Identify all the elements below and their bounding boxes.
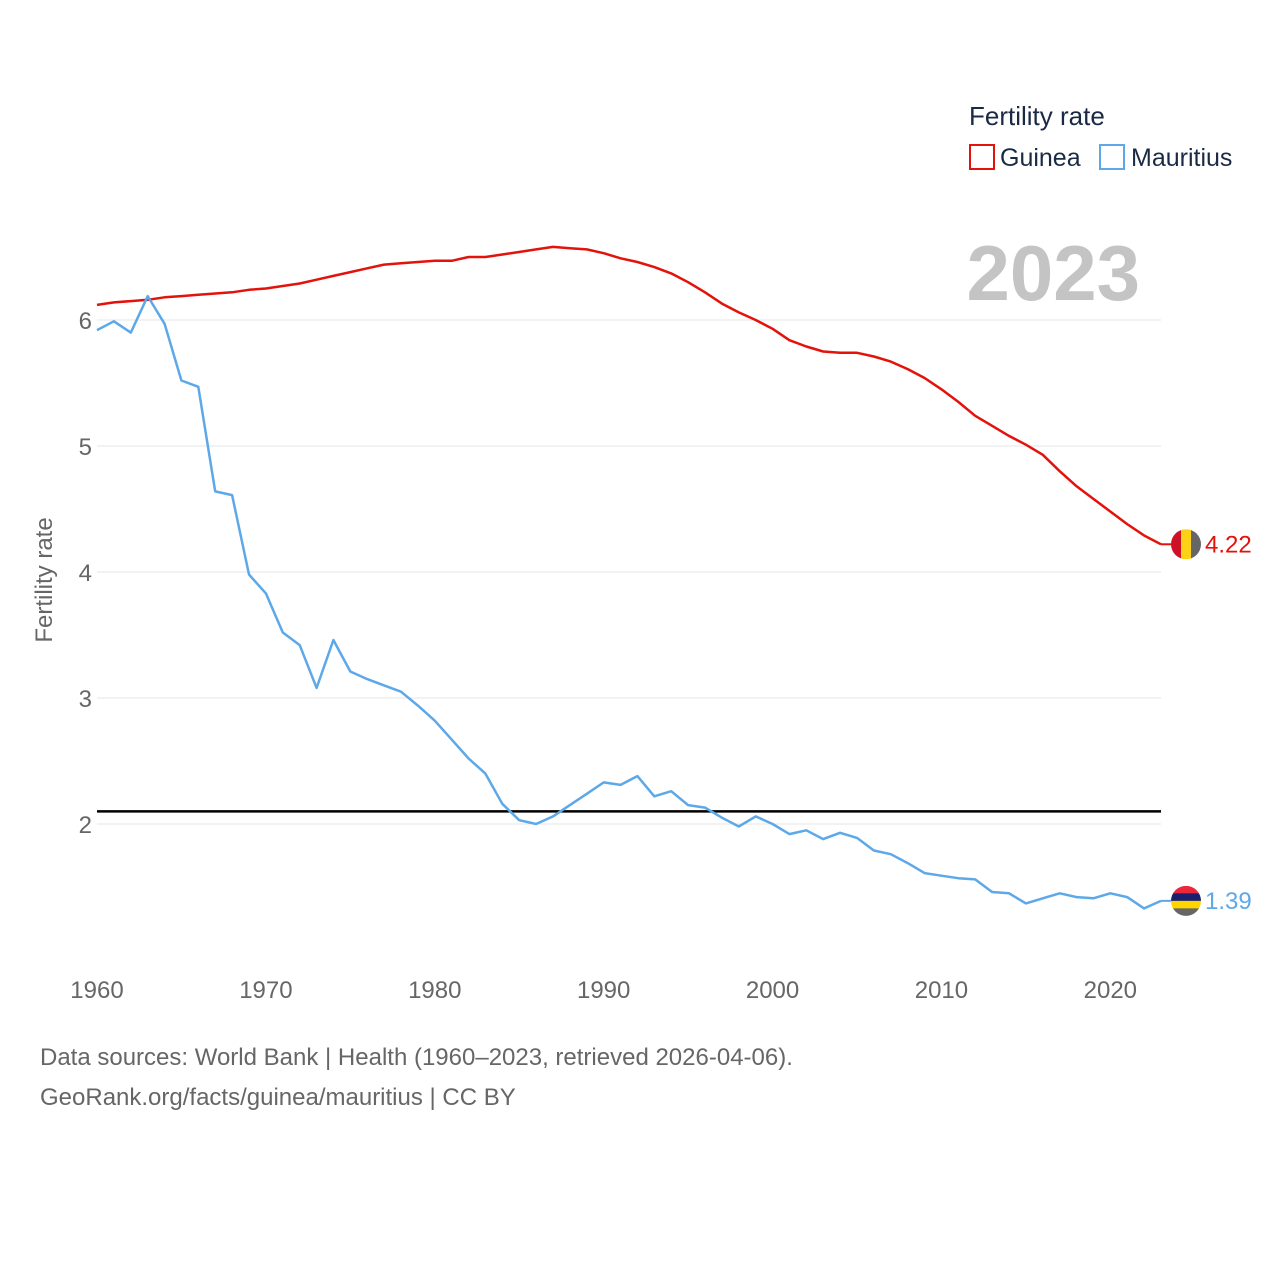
y-tick-label: 3 (79, 686, 92, 713)
gridlines (97, 319, 1161, 825)
legend-item-mauritius[interactable]: Mauritius (1099, 144, 1232, 172)
flag-icon-mauritius (1171, 885, 1201, 916)
legend-item-guinea[interactable]: Guinea (969, 144, 1081, 172)
series-endpoints: 4.22 1.39 (1161, 529, 1252, 916)
series-line-guinea (96, 245, 1162, 546)
y-axis-title: Fertility rate (31, 517, 58, 642)
x-tick-label: 2020 (1084, 977, 1137, 1004)
series-line-mauritius (96, 294, 1162, 910)
legend: Fertility rate Guinea Mauritius (969, 101, 1232, 172)
y-tick-label: 5 (79, 434, 92, 461)
legend-swatch-guinea (969, 144, 995, 170)
x-tick-label: 1990 (577, 977, 630, 1004)
fertility-rate-chart: 2 3 4 5 6 1960 1970 1980 1990 2000 2010 2020 Ferti… (31, 101, 1252, 1004)
x-tick-label: 2000 (746, 977, 799, 1004)
footer-sources: Data sources: World Bank | Health (1960–… (40, 1044, 793, 1071)
x-tick-label: 1970 (239, 977, 292, 1004)
flag-icon-guinea (1171, 529, 1201, 560)
footer-credit: GeoRank.org/facts/guinea/mauritius | CC … (40, 1084, 516, 1111)
end-value-label-guinea: 4.22 (1205, 531, 1252, 558)
y-tick-label: 4 (79, 560, 92, 587)
legend-label-guinea: Guinea (1000, 144, 1081, 172)
legend-title: Fertility rate (969, 101, 1105, 131)
y-axis-ticks: 2 3 4 5 6 (79, 308, 92, 839)
x-axis-ticks: 1960 1970 1980 1990 2000 2010 2020 (70, 977, 1137, 1004)
x-tick-label: 1960 (70, 977, 123, 1004)
y-tick-label: 2 (79, 812, 92, 839)
x-tick-label: 1980 (408, 977, 461, 1004)
x-tick-label: 2010 (915, 977, 968, 1004)
legend-label-mauritius: Mauritius (1131, 144, 1232, 172)
y-tick-label: 6 (79, 308, 92, 335)
legend-swatch-mauritius (1099, 144, 1125, 170)
year-display: 2023 (966, 229, 1140, 317)
end-value-label-mauritius: 1.39 (1205, 888, 1252, 915)
series-lines (96, 245, 1162, 910)
